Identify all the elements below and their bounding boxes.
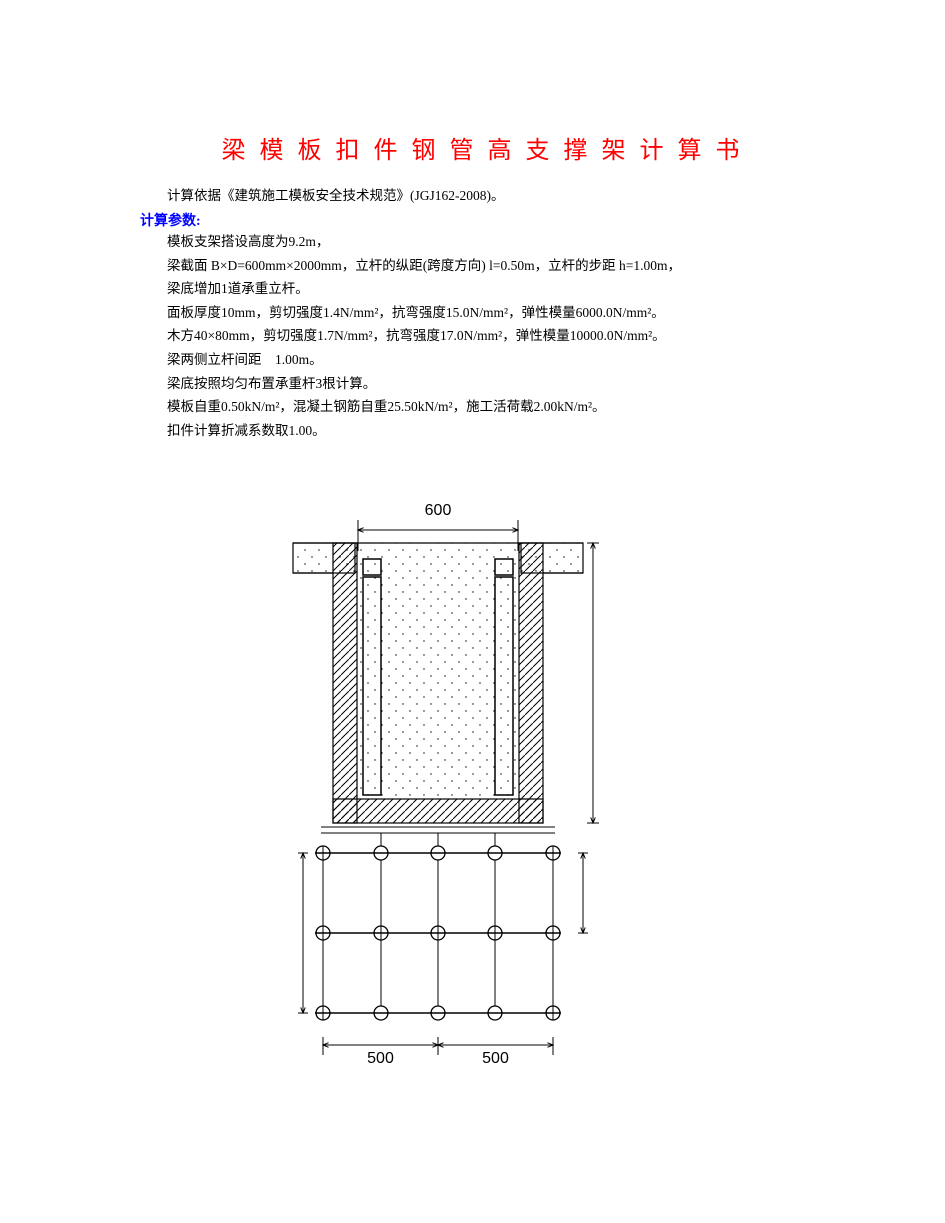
document-title: 梁 模 板 扣 件 钢 管 高 支 撑 架 计 算 书 bbox=[140, 130, 825, 165]
param-line: 扣件计算折减系数取1.00。 bbox=[167, 419, 825, 443]
intro-text: 计算依据《建筑施工模板安全技术规范》(JGJ162-2008)。 bbox=[140, 185, 825, 208]
param-line: 模板自重0.50kN/m²，混凝土钢筋自重25.50kN/m²，施工活荷载2.0… bbox=[167, 395, 825, 419]
param-line: 模板支架搭设高度为9.2m， bbox=[167, 230, 825, 254]
param-line: 梁截面 B×D=600mm×2000mm，立杆的纵距(跨度方向) l=0.50m… bbox=[167, 254, 825, 278]
param-line: 面板厚度10mm，剪切强度1.4N/mm²，抗弯强度15.0N/mm²，弹性模量… bbox=[167, 301, 825, 325]
beam-section-diagram: 600 500 500 bbox=[140, 483, 825, 1123]
svg-text:500: 500 bbox=[482, 1050, 509, 1067]
svg-text:600: 600 bbox=[424, 502, 451, 519]
beam-svg: 600 500 500 bbox=[253, 483, 713, 1123]
parameters-block: 模板支架搭设高度为9.2m， 梁截面 B×D=600mm×2000mm，立杆的纵… bbox=[167, 230, 825, 443]
param-line: 梁底按照均匀布置承重杆3根计算。 bbox=[167, 372, 825, 396]
param-line: 梁两侧立杆间距 1.00m。 bbox=[167, 348, 825, 372]
section-heading: 计算参数: bbox=[140, 210, 825, 230]
param-line: 梁底增加1道承重立杆。 bbox=[167, 277, 825, 301]
param-line: 木方40×80mm，剪切强度1.7N/mm²，抗弯强度17.0N/mm²，弹性模… bbox=[167, 324, 825, 348]
page: 梁 模 板 扣 件 钢 管 高 支 撑 架 计 算 书 计算依据《建筑施工模板安… bbox=[0, 0, 945, 1223]
svg-text:500: 500 bbox=[367, 1050, 394, 1067]
